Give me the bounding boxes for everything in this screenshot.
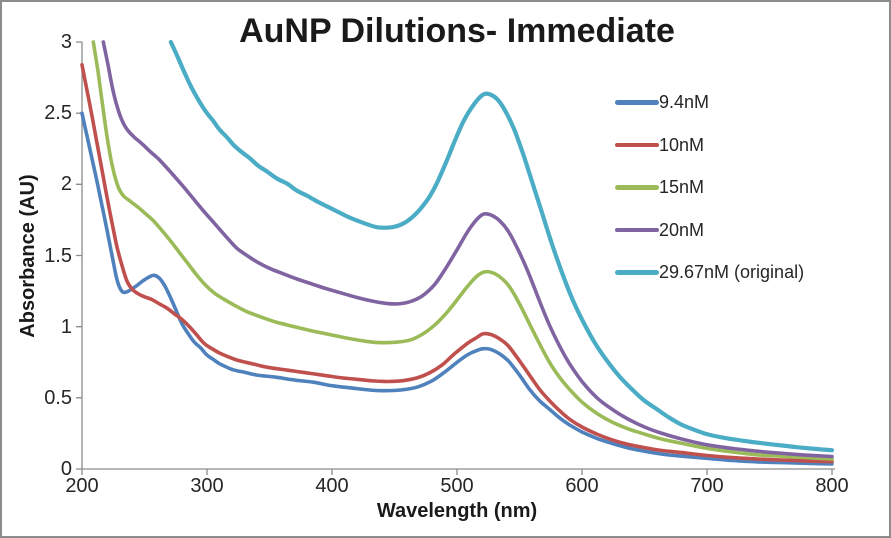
y-tick-label-3: 3 <box>60 31 72 53</box>
series-line-4 <box>168 39 835 453</box>
series-line-3 <box>101 40 834 459</box>
legend-swatch-icon <box>615 185 659 190</box>
y-tick-label-0.5: 0.5 <box>44 386 72 409</box>
axes <box>76 41 835 475</box>
y-tick-label-1.5: 1.5 <box>44 244 72 267</box>
legend-swatch-icon <box>615 227 659 233</box>
y-tick-label-2: 2 <box>60 173 72 196</box>
legend-entry-2: 15nM <box>615 175 704 200</box>
legend-label: 29.67nM (original) <box>659 262 805 282</box>
series-line-0 <box>80 111 834 466</box>
legend-entry-4: 29.67nM (original) <box>615 260 804 285</box>
legend-label: 10nM <box>659 134 705 155</box>
y-tick-label-2.5: 2.5 <box>44 102 72 125</box>
y-tick-label-0: 0 <box>60 458 72 480</box>
legend-entry-3: 20nM <box>615 218 704 243</box>
x-tick-label-400: 400 <box>315 475 349 497</box>
legend-entry-1: 10nM <box>615 133 704 158</box>
legend-label: 20nM <box>659 219 705 240</box>
x-tick-label-700: 700 <box>690 475 724 497</box>
legend-swatch-icon <box>615 142 659 148</box>
legend-label: 9.4nM <box>659 92 710 112</box>
y-tick-label-1: 1 <box>60 315 72 338</box>
legend-entry-0: 9.4nM <box>615 90 709 115</box>
chart-title: AuNP Dilutions- Immediate <box>239 12 675 50</box>
legend-swatch-icon <box>615 270 659 275</box>
x-tick-label-300: 300 <box>190 475 224 497</box>
legend-swatch-icon <box>615 100 659 105</box>
x-tick-label-600: 600 <box>565 475 599 497</box>
x-tick-label-800: 800 <box>815 475 849 497</box>
series-line-2 <box>91 40 834 461</box>
x-tick-label-500: 500 <box>440 475 474 497</box>
legend-label: 15nM <box>659 177 705 197</box>
series-line-1 <box>80 63 834 464</box>
x-tick-label-200: 200 <box>65 475 99 497</box>
x-axis-title: Wavelength (nm) <box>376 500 538 522</box>
